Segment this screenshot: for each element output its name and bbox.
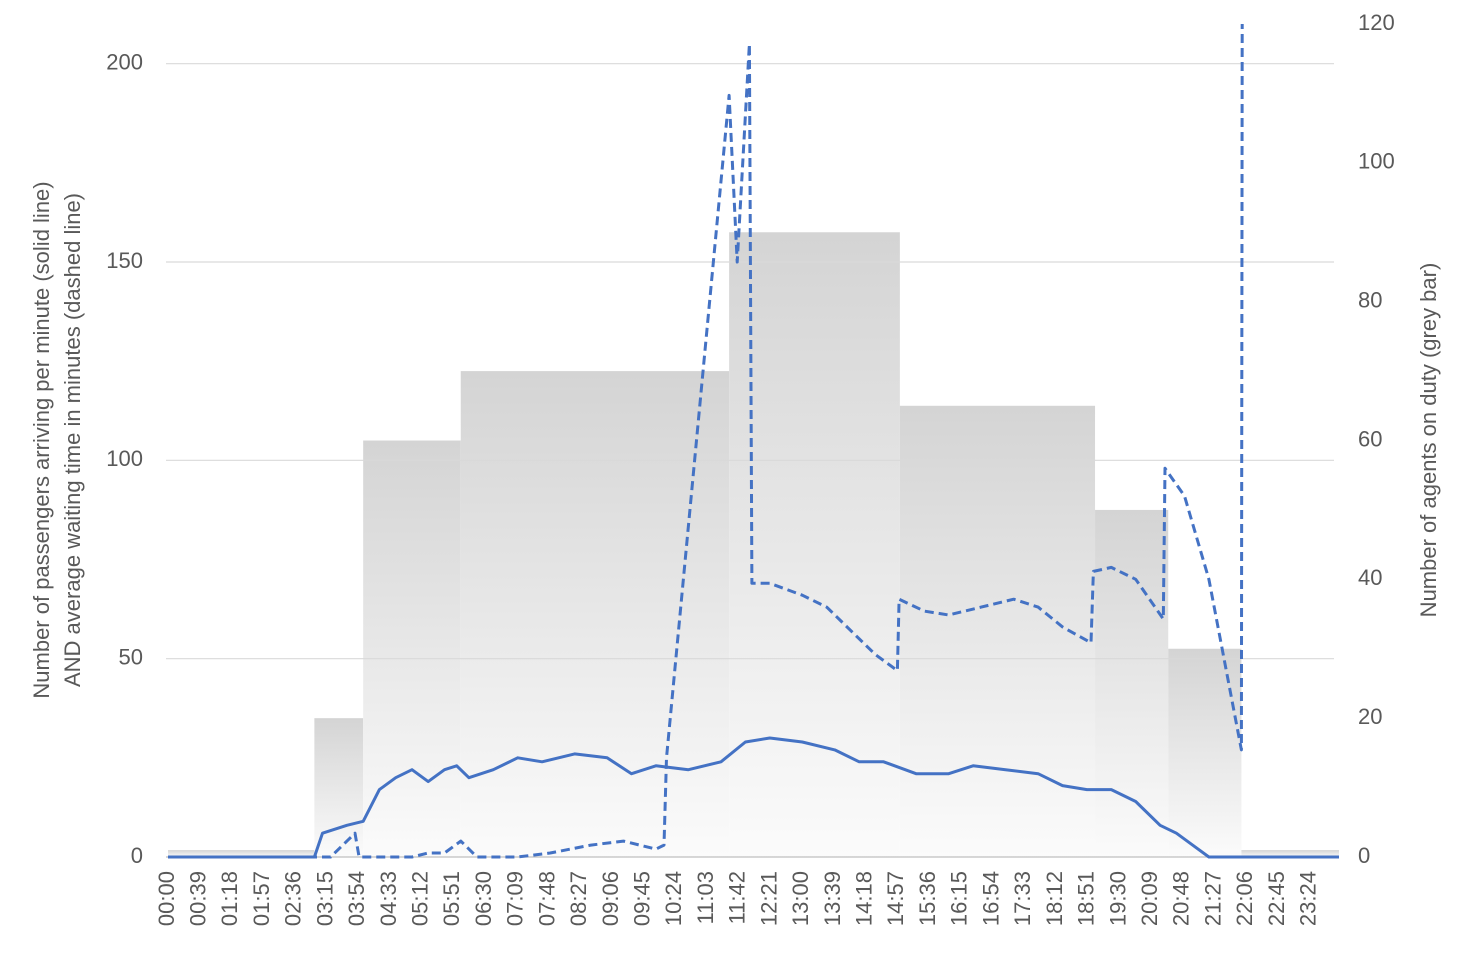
y2-tick-label: 120 <box>1358 10 1395 35</box>
x-tick-label: 00:00 <box>154 871 179 926</box>
bar <box>363 440 461 857</box>
x-tick-label: 23:24 <box>1296 871 1321 926</box>
y-axis-label: Number of passengers arriving per minute… <box>29 181 54 698</box>
x-tick-label: 12:21 <box>756 871 781 926</box>
x-tick-label: 03:15 <box>312 871 337 926</box>
y-tick-label: 150 <box>106 248 143 273</box>
y2-tick-label: 0 <box>1358 843 1370 868</box>
x-tick-label: 21:27 <box>1200 871 1225 926</box>
bar <box>729 232 900 857</box>
x-tick-label: 01:57 <box>249 871 274 926</box>
bar <box>1241 850 1339 857</box>
x-tick-label: 13:00 <box>788 871 813 926</box>
x-tick-label: 11:42 <box>725 871 750 924</box>
y-tick-label: 50 <box>119 644 143 669</box>
x-tick-label: 16:15 <box>947 871 972 926</box>
y2-tick-label: 60 <box>1358 426 1382 451</box>
bar <box>460 371 730 857</box>
x-tick-label: 18:51 <box>1074 871 1099 926</box>
x-tick-label: 17:33 <box>1010 871 1035 926</box>
x-tick-label: 05:12 <box>408 871 433 926</box>
y-tick-label: 200 <box>106 49 143 74</box>
x-tick-label: 09:06 <box>598 871 623 926</box>
x-tick-label: 22:06 <box>1232 871 1257 926</box>
dashed-line <box>168 23 1244 859</box>
x-tick-label: 04:33 <box>376 871 401 926</box>
x-tick-label: 22:45 <box>1264 871 1289 926</box>
x-tick-label: 06:30 <box>471 871 496 926</box>
bar <box>1095 509 1169 857</box>
x-tick-label: 07:09 <box>503 871 528 926</box>
y2-tick-label: 80 <box>1358 287 1382 312</box>
y-axis-label: AND average waiting time in minutes (das… <box>60 193 85 687</box>
solid-line <box>168 736 1339 859</box>
x-tick-label: 20:09 <box>1137 871 1162 926</box>
x-tick-label: 16:54 <box>978 871 1003 926</box>
x-tick-label: 10:24 <box>661 871 686 926</box>
x-tick-label: 14:18 <box>852 871 877 926</box>
x-tick-label: 20:48 <box>1169 871 1194 926</box>
x-tick-label: 13:39 <box>820 871 845 926</box>
x-tick-label: 00:39 <box>186 871 211 926</box>
x-tick-label: 19:30 <box>1105 871 1130 926</box>
y2-tick-label: 100 <box>1358 149 1395 174</box>
x-tick-label: 11:03 <box>693 871 718 924</box>
x-tick-label: 15:36 <box>915 871 940 926</box>
x-tick-label: 18:12 <box>1042 871 1067 926</box>
x-tick-label: 14:57 <box>883 871 908 926</box>
y-tick-label: 0 <box>131 843 143 868</box>
x-tick-label: 02:36 <box>281 871 306 926</box>
y2-axis-label: Number of agents on duty (grey bar) <box>1416 263 1441 618</box>
y-tick-label: 100 <box>106 446 143 471</box>
x-tick-label: 07:48 <box>534 871 559 926</box>
y2-tick-label: 40 <box>1358 565 1382 590</box>
bar <box>899 405 1096 857</box>
x-tick-label: 09:45 <box>630 871 655 926</box>
x-tick-label: 05:51 <box>439 871 464 926</box>
y2-tick-label: 20 <box>1358 704 1382 729</box>
x-tick-label: 08:27 <box>566 871 591 926</box>
x-tick-label: 01:18 <box>217 871 242 926</box>
x-tick-label: 03:54 <box>344 871 369 926</box>
bar <box>168 850 315 857</box>
bar <box>1168 648 1242 857</box>
